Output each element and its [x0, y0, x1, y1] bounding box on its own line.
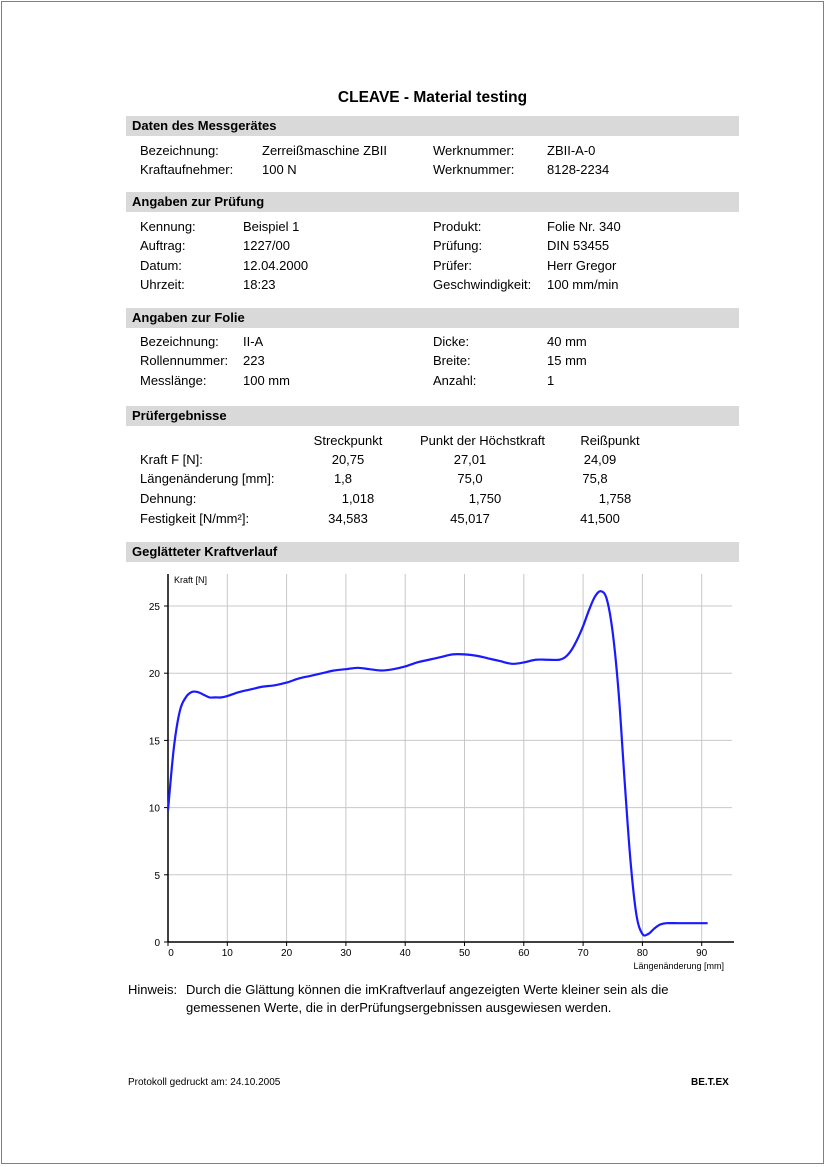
results-row-label: Kraft F [N]: — [140, 452, 203, 467]
device-value: Zerreißmaschine ZBII — [262, 143, 387, 158]
y-tick-label: 10 — [149, 804, 161, 815]
x-tick-label: 20 — [281, 948, 293, 959]
test-label: Produkt: — [433, 219, 482, 234]
y-tick-label: 15 — [149, 736, 161, 747]
results-row-label: Festigkeit [N/mm²]: — [140, 511, 250, 526]
results-cell: 1,750 — [468, 491, 502, 506]
film-label: Bezeichnung: — [140, 334, 219, 349]
brand-label: BE.T.EX — [691, 1077, 729, 1088]
results-cell: 1,018 — [341, 491, 375, 506]
y-axis-label: Kraft [N] — [174, 575, 207, 585]
print-date: Protokoll gedruckt am: 24.10.2005 — [128, 1077, 281, 1088]
test-value: 1227/00 — [243, 238, 290, 253]
y-tick-label: 0 — [154, 938, 160, 949]
results-cell: 1,758 — [598, 491, 632, 506]
x-tick-label: 50 — [459, 948, 471, 959]
device-label: Werknummer: — [433, 143, 515, 158]
x-tick-label: 0 — [168, 948, 174, 959]
results-cell: 75,0 — [457, 471, 483, 486]
results-cell: 20,75 — [331, 452, 365, 467]
results-cell: 75,8 — [582, 471, 608, 486]
device-label: Kraftaufnehmer: — [140, 162, 234, 177]
device-value: ZBII-A-0 — [547, 143, 596, 158]
test-label: Prüfung: — [433, 238, 483, 253]
x-tick-label: 70 — [578, 948, 590, 959]
film-label: Anzahl: — [433, 373, 477, 388]
test-label: Geschwindigkeit: — [433, 277, 532, 292]
x-tick-label: 30 — [340, 948, 352, 959]
film-label: Rollennummer: — [140, 353, 229, 368]
x-tick-label: 60 — [518, 948, 530, 959]
section-header-test: Angaben zur Prüfung — [126, 192, 739, 212]
x-tick-label: 90 — [696, 948, 708, 959]
film-value: II-A — [243, 334, 264, 349]
results-column-header: Streckpunkt — [313, 433, 383, 448]
y-tick-label: 5 — [154, 871, 160, 882]
test-value: Folie Nr. 340 — [547, 219, 621, 234]
test-label: Auftrag: — [140, 238, 186, 253]
test-value: 18:23 — [243, 277, 276, 292]
note-label: Hinweis: — [128, 982, 178, 997]
results-cell: 1,8 — [333, 471, 353, 486]
results-column-header: Punkt der Höchstkraft — [420, 433, 545, 448]
test-value: 12.04.2000 — [243, 258, 309, 273]
results-column-header: Reißpunkt — [580, 433, 640, 448]
test-label: Uhrzeit: — [140, 277, 185, 292]
force-curve-line — [166, 590, 708, 937]
results-cell: 45,017 — [450, 511, 490, 526]
test-label: Kennung: — [140, 219, 196, 234]
film-label: Messlänge: — [140, 373, 207, 388]
device-value: 8128-2234 — [547, 162, 610, 177]
results-row-label: Dehnung: — [140, 491, 197, 506]
film-value: 40 mm — [547, 334, 587, 349]
x-tick-label: 10 — [222, 948, 234, 959]
y-tick-label: 20 — [149, 669, 161, 680]
results-cell: 41,500 — [580, 511, 620, 526]
page-title: CLEAVE - Material testing — [337, 89, 528, 106]
test-label: Datum: — [140, 258, 182, 273]
test-value: Herr Gregor — [547, 258, 617, 273]
x-tick-label: 80 — [637, 948, 649, 959]
results-cell: 27,01 — [453, 452, 487, 467]
x-tick-label: 40 — [400, 948, 412, 959]
test-value: 100 mm/min — [547, 277, 619, 292]
test-value: DIN 53455 — [547, 238, 610, 253]
force-curve-chart: 0 10 20 30 40 50 60 70 80 90 0 5 10 15 20 25 Kraft [N] Lä… — [149, 574, 734, 971]
film-value: 15 mm — [547, 353, 587, 368]
y-tick-label: 25 — [149, 602, 161, 613]
device-label: Bezeichnung: — [140, 143, 219, 158]
note-text-line: Durch die Glättung können die imKraftver… — [186, 982, 669, 997]
results-cell: 34,583 — [328, 511, 368, 526]
film-value: 1 — [547, 373, 555, 388]
film-value: 223 — [243, 353, 265, 368]
film-label: Dicke: — [433, 334, 470, 349]
film-value: 100 mm — [243, 373, 290, 388]
device-label: Werknummer: — [433, 162, 515, 177]
results-cell: 24,09 — [583, 452, 617, 467]
section-header-curve: Geglätteter Kraftverlauf — [126, 542, 739, 562]
results-row-label: Längenänderung [mm]: — [140, 471, 275, 486]
device-value: 100 N — [262, 162, 297, 177]
note-text-line: gemessenen Werte, die in derPrüfungserge… — [186, 1000, 612, 1015]
test-label: Prüfer: — [433, 258, 473, 273]
section-header-film: Angaben zur Folie — [126, 308, 739, 328]
x-axis-label: Längenänderung [mm] — [633, 961, 724, 971]
test-value: Beispiel 1 — [243, 219, 300, 234]
film-label: Breite: — [433, 353, 471, 368]
section-header-results: Prüfergebnisse — [126, 406, 739, 426]
section-header-device: Daten des Messgerätes — [126, 116, 739, 136]
